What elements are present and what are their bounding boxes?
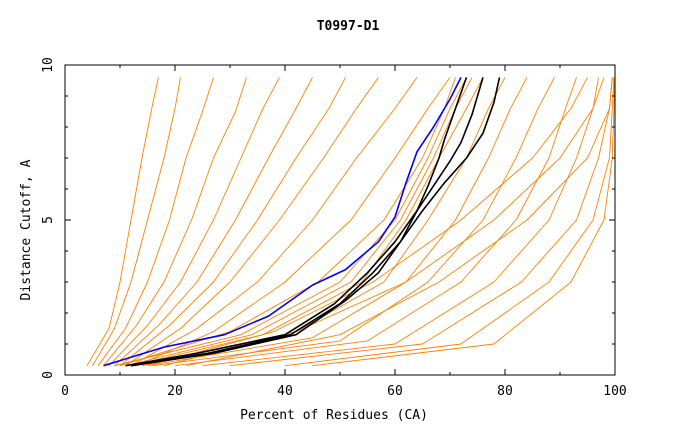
x-tick-label: 60: [387, 384, 403, 399]
series-line-15: [147, 77, 528, 367]
y-tick-label: 5: [41, 216, 56, 224]
series-group: [86, 77, 615, 367]
x-tick-label: 80: [497, 384, 513, 399]
series-line-6: [119, 77, 346, 367]
series-line-4: [108, 77, 280, 367]
series-line-17: [174, 77, 577, 367]
series-line-2: [97, 77, 214, 366]
y-tick-label: 10: [41, 57, 56, 73]
x-tick-label: 100: [603, 384, 626, 399]
series-line-27: [130, 77, 484, 367]
x-tick-label: 0: [61, 384, 69, 399]
y-tick-label: 0: [41, 371, 56, 379]
series-line-28: [130, 77, 501, 367]
series-line-22: [185, 77, 613, 367]
series-line-16: [152, 77, 555, 367]
series-line-5: [114, 77, 313, 367]
series-line-25: [103, 77, 462, 367]
series-line-7: [125, 77, 379, 367]
series-line-11: [114, 77, 467, 367]
series-line-9: [136, 77, 451, 367]
tick-group: 0 20 40 60 80 100 0 5 10: [41, 57, 627, 399]
series-line-3: [103, 77, 247, 366]
series-line-8: [130, 77, 418, 367]
series-line-0: [86, 77, 159, 366]
series-line-21: [312, 77, 615, 367]
series-line-1: [92, 77, 181, 366]
series-line-26: [125, 77, 468, 367]
y-axis-label: Distance Cutoff, A: [19, 159, 34, 300]
x-tick-label: 40: [277, 384, 293, 399]
series-line-20: [284, 77, 615, 367]
chart-title: T0997-D1: [317, 19, 380, 34]
series-line-24: [147, 77, 588, 367]
x-axis-label: Percent of Residues (CA): [240, 408, 428, 423]
x-tick-label: 20: [167, 384, 183, 399]
